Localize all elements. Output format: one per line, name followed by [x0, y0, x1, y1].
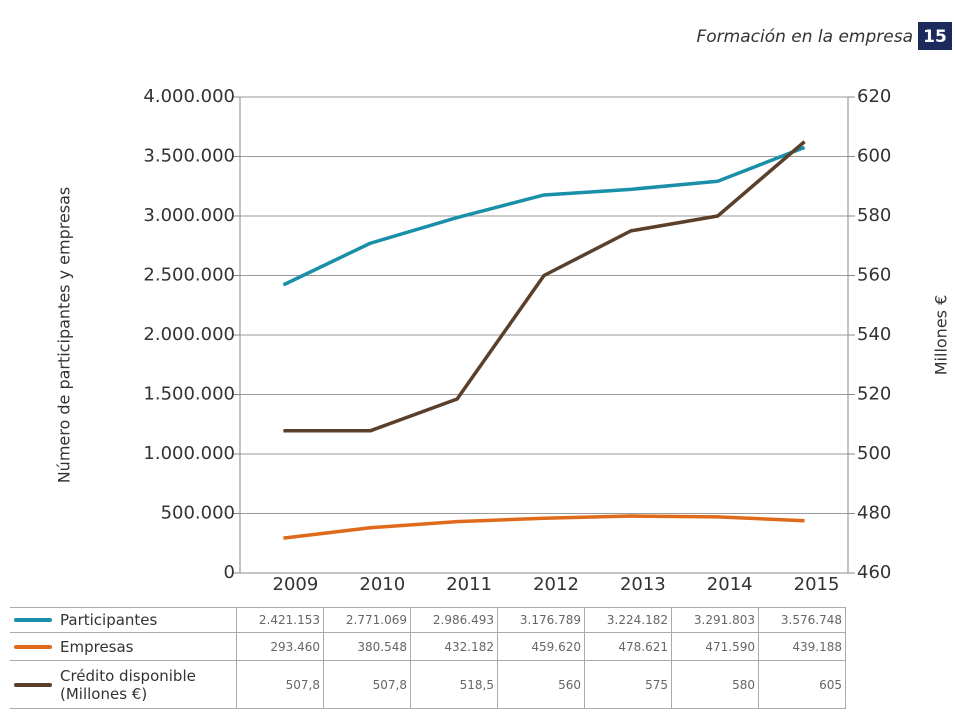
x-tick-label: 2010 [359, 574, 405, 595]
table-cell: 293.460 [236, 632, 324, 661]
x-tick-label: 2011 [446, 574, 492, 595]
y-tick-label: 0 [224, 562, 235, 583]
y-axis-label: Número de participantes y empresas [55, 187, 74, 484]
table-cell: 3.224.182 [584, 607, 672, 633]
table-row: Empresas 293.460 380.548 432.182 459.620 478.… [10, 632, 846, 661]
header-title: Formación en la empresa [696, 27, 913, 47]
legend-swatch [14, 618, 52, 623]
table-cell: 459.620 [497, 632, 585, 661]
table-cell: 2.986.493 [410, 607, 498, 633]
y-tick-label: 3.500.000 [143, 146, 235, 167]
table-cell: 507,8 [236, 660, 324, 709]
x-tick-label: 2014 [707, 574, 753, 595]
legend-swatch [14, 682, 52, 687]
table-row: Crédito disponible (Millones €) 507,8 507,… [10, 660, 846, 709]
table-cell: 2.421.153 [236, 607, 324, 633]
y-tick-label: 1.000.000 [143, 443, 235, 464]
table-cell: 478.621 [584, 632, 672, 661]
y-tick-label: 2.000.000 [143, 324, 235, 345]
y2-tick-label: 620 [857, 86, 891, 107]
y2-tick-label: 520 [857, 384, 891, 405]
x-tick-label: 2012 [533, 574, 579, 595]
x-tick-label: 2015 [794, 574, 840, 595]
legend-cell: Participantes [10, 607, 237, 633]
table-cell: 605 [758, 660, 846, 709]
page-number: 15 [923, 27, 947, 47]
y2-tick-label: 480 [857, 503, 891, 524]
table-row: Participantes 2.421.153 2.771.069 2.986.493… [10, 607, 846, 633]
y2-tick-label: 500 [857, 443, 891, 464]
y2-tick-label: 600 [857, 146, 891, 167]
series-line [283, 140, 806, 433]
y2-tick-label: 560 [857, 265, 891, 286]
table-cell: 3.176.789 [497, 607, 585, 633]
legend-swatch [14, 644, 52, 649]
table-cell: 439.188 [758, 632, 846, 661]
table-cell: 518,5 [410, 660, 498, 709]
x-tick-label: 2009 [273, 574, 319, 595]
x-tick-label: 2013 [620, 574, 666, 595]
table-cell: 2.771.069 [323, 607, 411, 633]
table-cell: 471.590 [671, 632, 759, 661]
y2-axis-label: Millones € [932, 295, 951, 376]
table-cell: 575 [584, 660, 672, 709]
y2-tick-label: 540 [857, 324, 891, 345]
series-line [282, 145, 806, 287]
legend-cell: Empresas [10, 632, 237, 661]
table-cell: 560 [497, 660, 585, 709]
legend-cell: Crédito disponible (Millones €) [10, 660, 237, 709]
table-cell: 380.548 [323, 632, 411, 661]
table-cell: 507,8 [323, 660, 411, 709]
table-cell: 3.291.803 [671, 607, 759, 633]
y-tick-label: 4.000.000 [143, 86, 235, 107]
series-line [283, 514, 805, 540]
table-cell: 580 [671, 660, 759, 709]
chart: Formación en la empresa 15 Número de par… [55, 22, 952, 595]
data-table: Participantes 2.421.153 2.771.069 2.986.493… [10, 607, 846, 709]
y-tick-label: 2.500.000 [143, 265, 235, 286]
legend-label: Crédito disponible (Millones €) [60, 666, 196, 703]
y2-tick-label: 580 [857, 205, 891, 226]
table-cell: 432.182 [410, 632, 498, 661]
y-tick-label: 1.500.000 [143, 384, 235, 405]
page-badge [918, 22, 952, 50]
y-tick-label: 500.000 [161, 503, 235, 524]
legend-label: Participantes [60, 611, 158, 630]
y-tick-label: 3.000.000 [143, 205, 235, 226]
legend-label: Empresas [60, 637, 134, 656]
y2-tick-label: 460 [857, 562, 891, 583]
table-cell: 3.576.748 [758, 607, 846, 633]
